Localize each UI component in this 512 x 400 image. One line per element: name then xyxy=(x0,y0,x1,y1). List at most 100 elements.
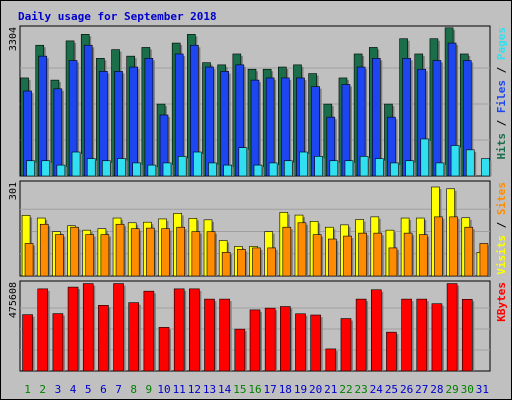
bar-pages-day-5 xyxy=(86,158,96,177)
bar-files-day-2 xyxy=(38,55,48,177)
bar-files-day-26 xyxy=(402,58,411,177)
day-label-8: 8 xyxy=(130,383,137,396)
bar-sites-day-8 xyxy=(130,228,140,277)
ytick-kbytes: 475608 xyxy=(8,282,19,318)
day-label-25: 25 xyxy=(385,383,398,396)
legend-separator: / xyxy=(495,215,508,235)
bar-pages-day-10 xyxy=(162,162,172,177)
bar-sites-day-12 xyxy=(191,231,201,277)
day-label-5: 5 xyxy=(85,383,92,396)
bar-sites-day-20 xyxy=(312,234,322,277)
bar-sites-day-28 xyxy=(434,216,443,277)
bar-kbytes-day-20 xyxy=(310,314,321,372)
day-label-14: 14 xyxy=(218,383,232,396)
bar-files-day-28 xyxy=(432,60,442,177)
bar-kbytes-day-28 xyxy=(431,303,443,372)
day-labels: 1 2 3 4 5 6 7 8 9 10 11 12 13 14 15 16 17 18 19 20 21 22 23 24 2… xyxy=(24,383,489,396)
legend-item-files: Files xyxy=(495,80,508,113)
bar-kbytes-day-11 xyxy=(173,288,185,372)
bar-kbytes-day-9 xyxy=(143,290,155,372)
bar-pages-day-12 xyxy=(193,151,202,177)
day-label-24: 24 xyxy=(370,383,384,396)
bar-sites-day-25 xyxy=(388,247,398,277)
bar-kbytes-day-6 xyxy=(98,304,109,372)
bar-pages-day-30 xyxy=(465,149,475,177)
day-label-22: 22 xyxy=(339,383,352,396)
bar-pages-day-2 xyxy=(41,160,51,177)
bar-pages-day-31 xyxy=(481,158,490,177)
day-label-9: 9 xyxy=(146,383,153,396)
bar-pages-day-15 xyxy=(238,147,248,177)
bar-sites-day-27 xyxy=(418,234,428,277)
bar-sites-day-7 xyxy=(115,223,125,277)
bar-pages-day-26 xyxy=(405,160,414,177)
day-label-13: 13 xyxy=(203,383,216,396)
bar-pages-day-4 xyxy=(71,151,81,177)
panel-kbytes: 475608 KBytes xyxy=(8,280,508,372)
day-label-19: 19 xyxy=(294,383,307,396)
bar-files-day-9 xyxy=(144,58,154,177)
bar-kbytes-day-19 xyxy=(295,313,306,372)
bar-kbytes-day-29 xyxy=(446,283,458,372)
legend-item-hits: Hits xyxy=(495,133,508,160)
bar-pages-day-8 xyxy=(132,162,142,177)
legend-visits-sites: Visits / Sites xyxy=(495,182,508,275)
bar-kbytes-day-3 xyxy=(52,313,64,372)
bar-kbytes-day-5 xyxy=(82,283,94,372)
bar-files-day-3 xyxy=(53,88,63,177)
panel-hits-files-pages: 3304 Hits / Files / Pages xyxy=(8,25,508,177)
day-label-29: 29 xyxy=(445,383,458,396)
legend-kbytes: KBytes xyxy=(495,282,508,322)
day-label-3: 3 xyxy=(55,383,62,396)
chart-title: Daily usage for September 2018 xyxy=(18,10,217,23)
bar-kbytes-day-27 xyxy=(416,298,428,372)
bar-pages-day-9 xyxy=(147,164,157,177)
day-label-18: 18 xyxy=(279,383,292,396)
bar-kbytes-day-10 xyxy=(158,327,170,372)
ytick-hits-files-pages: 3304 xyxy=(8,27,19,51)
day-label-11: 11 xyxy=(173,383,186,396)
bar-kbytes-day-21 xyxy=(325,348,337,372)
day-label-26: 26 xyxy=(400,383,413,396)
bar-sites-day-3 xyxy=(55,234,64,277)
bar-sites-day-4 xyxy=(70,226,79,277)
bar-files-day-5 xyxy=(83,44,93,177)
bar-sites-day-18 xyxy=(282,226,292,277)
bar-sites-day-1 xyxy=(24,243,34,277)
bar-pages-day-17 xyxy=(268,162,278,177)
day-label-7: 7 xyxy=(115,383,122,396)
day-label-21: 21 xyxy=(324,383,337,396)
legend-separator: / xyxy=(495,113,508,133)
bar-kbytes-day-7 xyxy=(113,283,124,372)
bar-pages-day-25 xyxy=(390,162,399,177)
bar-kbytes-day-23 xyxy=(355,298,367,372)
day-label-31: 31 xyxy=(476,383,489,396)
bar-sites-day-22 xyxy=(343,235,352,277)
bar-sites-day-2 xyxy=(39,223,49,277)
day-label-4: 4 xyxy=(70,383,77,396)
bar-pages-day-13 xyxy=(208,162,217,177)
legend-item-visits: Visits xyxy=(495,235,508,275)
bar-files-day-17 xyxy=(265,77,275,177)
bar-kbytes-day-25 xyxy=(386,331,397,372)
day-label-6: 6 xyxy=(100,383,107,396)
day-label-20: 20 xyxy=(309,383,322,396)
legend-item-kbytes: KBytes xyxy=(495,282,508,322)
bar-pages-day-7 xyxy=(117,158,126,177)
bar-pages-day-22 xyxy=(344,160,354,177)
bar-sites-day-24 xyxy=(373,232,383,277)
bar-kbytes-day-4 xyxy=(67,286,79,372)
day-label-10: 10 xyxy=(157,383,170,396)
day-label-16: 16 xyxy=(248,383,261,396)
chart-panels: 3304 Hits / Files / Pages 301 Visits / Site… xyxy=(8,25,508,372)
legend-hits-files-pages: Hits / Files / Pages xyxy=(495,27,508,160)
bar-sites-day-6 xyxy=(100,234,110,277)
bar-sites-day-5 xyxy=(85,234,95,277)
bar-pages-day-24 xyxy=(374,158,384,177)
bar-sites-day-26 xyxy=(403,232,413,277)
bar-kbytes-day-22 xyxy=(340,318,352,372)
bar-files-day-13 xyxy=(205,66,214,177)
bar-pages-day-11 xyxy=(177,156,187,177)
bar-pages-day-20 xyxy=(314,156,323,177)
